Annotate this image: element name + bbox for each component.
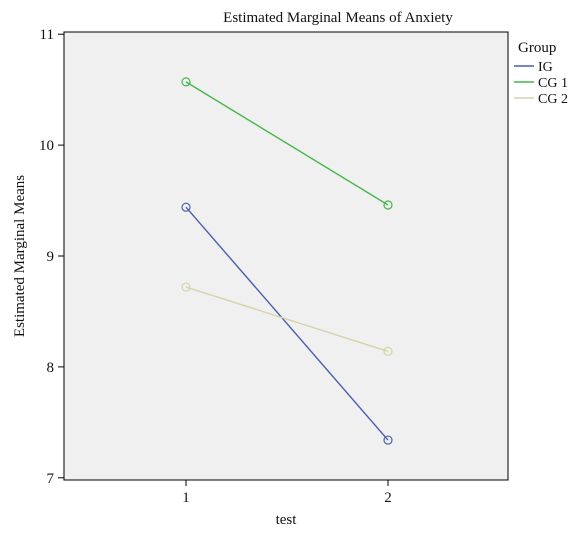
- data-point: [383, 435, 393, 445]
- data-point: [383, 200, 393, 210]
- y-tick-label: 9: [47, 249, 55, 265]
- y-axis-label: Estimated Marginal Means: [12, 175, 28, 337]
- series-line-cg-1: [185, 81, 389, 206]
- data-point: [383, 346, 393, 356]
- series-layer: [181, 77, 393, 445]
- x-tick-label: 1: [182, 490, 190, 506]
- legend-label: IG: [538, 60, 553, 75]
- legend-title: Group: [518, 40, 556, 56]
- chart-title: Estimated Marginal Means of Anxiety: [223, 10, 453, 26]
- series-line-ig: [185, 206, 389, 441]
- y-axis: 7 8 9 10 11: [39, 27, 64, 487]
- data-point: [181, 282, 191, 292]
- legend-label: CG 1: [538, 76, 568, 91]
- data-point: [181, 202, 191, 212]
- legend-label: CG 2: [538, 92, 568, 107]
- data-point: [181, 77, 191, 87]
- plot-area: [63, 31, 509, 481]
- x-axis-label: test: [276, 512, 298, 528]
- series-line-cg-2: [185, 286, 389, 353]
- y-tick-label: 8: [47, 360, 55, 376]
- x-tick-label: 2: [384, 490, 392, 506]
- y-tick-label: 11: [40, 27, 54, 43]
- y-tick-label: 7: [47, 471, 55, 487]
- y-tick-label: 10: [39, 138, 54, 154]
